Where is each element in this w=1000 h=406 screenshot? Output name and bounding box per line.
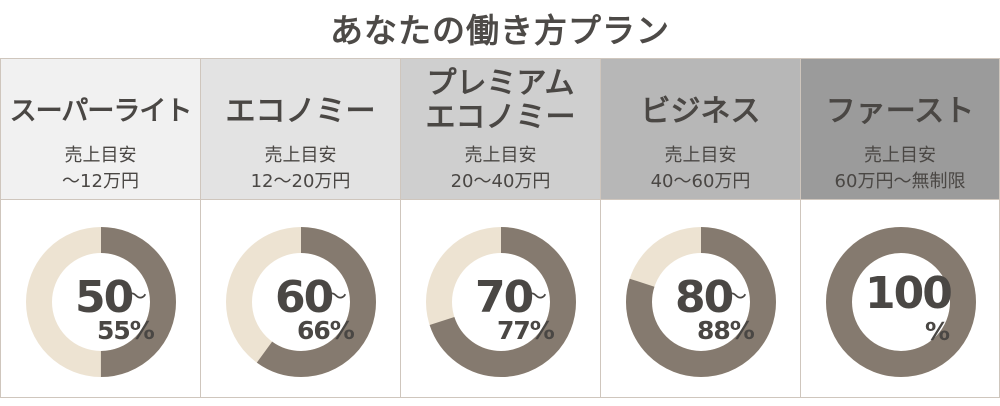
- percentage-high: %: [925, 317, 950, 346]
- plan-sales-range: 20〜40万円: [450, 171, 551, 192]
- plan-name: ビジネス: [640, 94, 761, 129]
- donut-fill: [626, 227, 776, 377]
- percentage-tilde: 〜: [525, 285, 548, 310]
- plan-column: エコノミー 売上目安 12〜20万円 60 〜 66%: [200, 59, 400, 397]
- plan-sales-label: 売上目安: [264, 145, 337, 166]
- donut-chart: [826, 227, 976, 377]
- plan-chart-area: 80 〜 88%: [601, 200, 800, 398]
- donut-fill: [826, 227, 976, 377]
- percentage-low: 50: [75, 272, 134, 323]
- plan-sales-label: 売上目安: [864, 145, 936, 166]
- percentage-high: 77%: [497, 316, 555, 345]
- plan-header: ビジネス 売上目安 40〜60万円: [601, 59, 800, 200]
- donut-chart: [426, 227, 576, 377]
- plan-chart-area: 50 〜 55%: [1, 200, 200, 398]
- plan-chart-area: 70 〜 77%: [401, 200, 600, 398]
- percentage-tilde: 〜: [325, 285, 348, 310]
- plan-name: ファースト: [825, 94, 975, 129]
- percentage-label: 80 〜 88%: [601, 200, 801, 398]
- plan-sales-label: 売上目安: [64, 145, 137, 166]
- plan-header: プレミアム エコノミー 売上目安 20〜40万円: [401, 59, 600, 200]
- percentage-low: 100: [865, 268, 953, 319]
- percentage-high: 55%: [97, 316, 155, 345]
- plan-chart-area: 100 %: [801, 200, 999, 398]
- plan-sales-range: 60万円〜無制限: [834, 171, 966, 192]
- plan-sales-label: 売上目安: [664, 145, 737, 166]
- donut-chart: [26, 227, 176, 377]
- plan-column: スーパーライト 売上目安 〜12万円 50 〜 55%: [0, 59, 200, 397]
- plan-name: スーパーライト: [9, 96, 193, 127]
- plan-sales-range: 〜12万円: [62, 171, 139, 192]
- percentage-low: 70: [475, 272, 534, 323]
- percentage-label: 70 〜 77%: [401, 200, 601, 398]
- donut-chart: [226, 227, 376, 377]
- percentage-label: 50 〜 55%: [1, 200, 201, 398]
- plan-header: ファースト 売上目安 60万円〜無制限: [801, 59, 999, 200]
- donut-fill: [226, 227, 376, 377]
- plan-name-line2: エコノミー: [425, 100, 576, 135]
- plan-sales-range: 12〜20万円: [250, 171, 351, 192]
- plan-column: ビジネス 売上目安 40〜60万円 80 〜 88%: [600, 59, 800, 397]
- donut-fill: [426, 227, 576, 377]
- percentage-label: 60 〜 66%: [201, 200, 401, 398]
- percentage-tilde: 〜: [125, 285, 148, 310]
- percentage-high: 66%: [297, 316, 355, 345]
- plan-name: エコノミー: [225, 94, 376, 129]
- plan-name: プレミアム: [426, 66, 575, 101]
- donut-chart: [626, 227, 776, 377]
- plan-sales-range: 40〜60万円: [650, 171, 751, 192]
- plan-header: エコノミー 売上目安 12〜20万円: [201, 59, 400, 200]
- percentage-low: 60: [275, 272, 334, 323]
- percentage-low: 80: [675, 272, 734, 323]
- percentage-label: 100 %: [801, 200, 1000, 398]
- percentage-high: 88%: [697, 316, 755, 345]
- page-title: あなたの働き方プラン: [330, 11, 670, 50]
- plan-table: スーパーライト 売上目安 〜12万円 50 〜 55% エコノミー 売上目安 1…: [0, 58, 1000, 398]
- plan-chart-area: 60 〜 66%: [201, 200, 400, 398]
- plan-header: スーパーライト 売上目安 〜12万円: [1, 59, 200, 200]
- plan-sales-label: 売上目安: [464, 145, 537, 166]
- plan-column: ファースト 売上目安 60万円〜無制限 100 %: [800, 59, 1000, 397]
- percentage-tilde: 〜: [725, 285, 748, 310]
- plan-column: プレミアム エコノミー 売上目安 20〜40万円 70 〜 77%: [400, 59, 600, 397]
- donut-fill: [26, 227, 176, 377]
